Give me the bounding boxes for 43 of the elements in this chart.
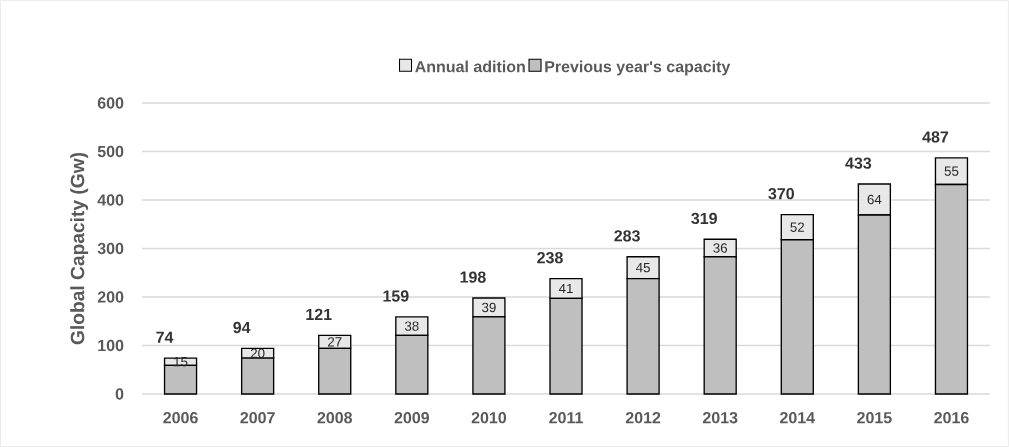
total-label: 159 bbox=[383, 290, 409, 302]
total-label: 487 bbox=[922, 131, 949, 143]
y-tick-label: 600 bbox=[97, 97, 124, 109]
y-tick-label: 400 bbox=[97, 194, 124, 206]
legend-label: Annual adition bbox=[415, 60, 525, 73]
total-label: 198 bbox=[460, 271, 486, 283]
x-tick-label: 2016 bbox=[934, 412, 969, 424]
x-tick-label: 2014 bbox=[780, 412, 815, 424]
total-label: 433 bbox=[845, 157, 872, 169]
data-label: 52 bbox=[790, 222, 805, 232]
data-label: 36 bbox=[713, 243, 728, 253]
total-label: 283 bbox=[614, 230, 640, 242]
total-label: 74 bbox=[156, 331, 174, 343]
x-tick-label: 2006 bbox=[163, 412, 198, 424]
x-tick-label: 2008 bbox=[317, 412, 353, 424]
x-tick-label: 2009 bbox=[394, 412, 430, 424]
data-label: 27 bbox=[327, 337, 342, 347]
y-tick-label: 300 bbox=[97, 242, 124, 255]
total-label: 370 bbox=[768, 188, 794, 200]
x-tick-label: 2010 bbox=[471, 412, 507, 424]
x-tick-label: 2013 bbox=[702, 412, 738, 424]
y-tick-label: 200 bbox=[97, 291, 124, 303]
total-label: 94 bbox=[233, 321, 251, 334]
data-label: 38 bbox=[404, 321, 419, 331]
data-label: 55 bbox=[944, 166, 959, 176]
y-axis-title: Global Capacity (Gw) bbox=[70, 152, 89, 345]
x-tick-label: 2015 bbox=[857, 412, 892, 424]
data-label: 20 bbox=[250, 348, 265, 358]
y-tick-label: 100 bbox=[98, 339, 124, 352]
total-label: 238 bbox=[537, 252, 563, 264]
total-label: 121 bbox=[306, 308, 332, 320]
legend-label: Previous year's capacity bbox=[545, 60, 731, 76]
data-label: 15 bbox=[174, 357, 188, 367]
total-label: 319 bbox=[691, 212, 717, 225]
data-label: 39 bbox=[482, 302, 496, 313]
y-tick-label: 0 bbox=[115, 388, 124, 400]
x-tick-label: 2007 bbox=[240, 412, 275, 424]
data-label: 45 bbox=[636, 263, 650, 273]
data-label: 41 bbox=[558, 283, 573, 294]
data-label: 64 bbox=[867, 194, 882, 205]
x-tick-label: 2011 bbox=[549, 412, 583, 424]
y-tick-label: 500 bbox=[97, 145, 124, 158]
x-tick-label: 2012 bbox=[625, 412, 661, 424]
